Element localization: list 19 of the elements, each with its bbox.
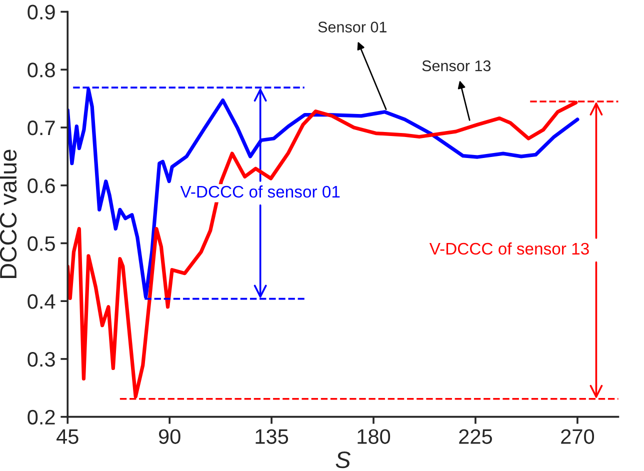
x-tick-label: 90 bbox=[158, 429, 180, 444]
ref-line-label: V-DCCC of sensor 13 bbox=[429, 242, 589, 255]
x-tick-label: 270 bbox=[561, 429, 594, 444]
x-tick-label: 135 bbox=[256, 429, 288, 444]
y-tick-label: 0.3 bbox=[28, 352, 55, 367]
ref-line-label: V-DCCC of sensor 01 bbox=[180, 185, 340, 198]
x-tick-label: 45 bbox=[56, 429, 78, 444]
x-tick-label: 225 bbox=[459, 429, 492, 444]
y-tick-label: 0.8 bbox=[28, 62, 55, 78]
y-tick-label: 0.7 bbox=[28, 120, 55, 136]
annotation: Sensor 01 bbox=[318, 22, 386, 32]
x-tick-label: 180 bbox=[358, 429, 390, 444]
x-axis-title: S bbox=[336, 451, 351, 468]
y-tick-label: 0.2 bbox=[28, 410, 55, 425]
y-tick-label: 0.9 bbox=[28, 4, 55, 20]
annotation: Sensor 13 bbox=[422, 60, 491, 72]
y-tick-label: 0.6 bbox=[28, 178, 55, 194]
y-tick-label: 0.4 bbox=[28, 294, 56, 309]
y-tick-label: 0.5 bbox=[28, 236, 55, 251]
